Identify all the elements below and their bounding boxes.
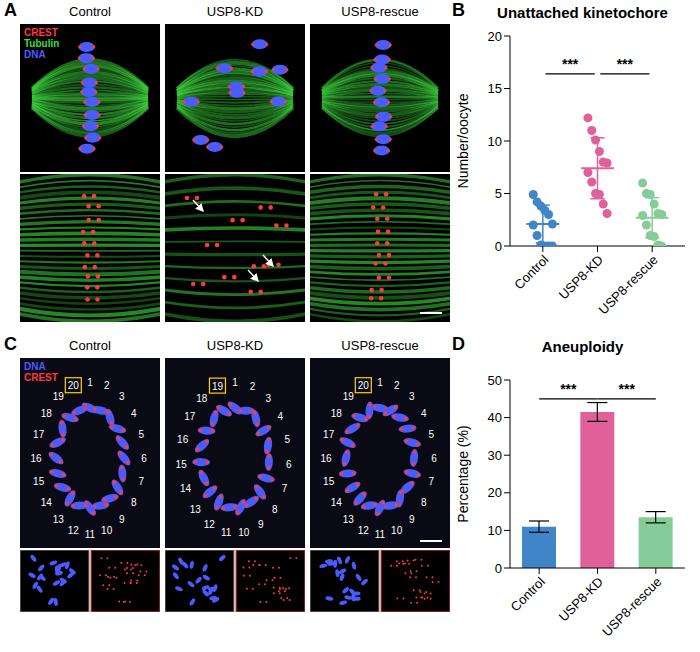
svg-text:1: 1 <box>377 377 383 388</box>
html-text:Aneuploidy: Aneuploidy <box>541 338 624 355</box>
svg-text:19: 19 <box>53 391 65 402</box>
svg-text:3: 3 <box>119 391 125 402</box>
svg-text:19: 19 <box>212 381 224 392</box>
svg-text:7: 7 <box>282 483 288 494</box>
svg-text:30: 30 <box>488 448 502 463</box>
svg-text:5: 5 <box>285 434 291 445</box>
svg-text:10: 10 <box>488 134 502 149</box>
svg-text:12: 12 <box>204 519 216 530</box>
svg-text:***: *** <box>562 56 579 72</box>
svg-text:20: 20 <box>68 380 80 391</box>
svg-text:CREST: CREST <box>24 372 58 383</box>
svg-text:CREST: CREST <box>24 27 58 38</box>
svg-text:4: 4 <box>131 408 137 419</box>
svg-text:16: 16 <box>30 453 42 464</box>
svg-text:15: 15 <box>33 476 45 487</box>
svg-text:***: *** <box>617 56 634 72</box>
html-text:Control: Control <box>69 338 111 353</box>
svg-text:13: 13 <box>343 514 355 525</box>
svg-text:9: 9 <box>409 514 415 525</box>
svg-text:13: 13 <box>190 504 202 515</box>
svg-text:DNA: DNA <box>24 361 46 372</box>
svg-text:8: 8 <box>272 504 278 515</box>
svg-text:20: 20 <box>488 29 502 44</box>
html-text:USP8-rescue: USP8-rescue <box>341 4 419 19</box>
svg-text:20: 20 <box>358 380 370 391</box>
svg-text:Percentage (%): Percentage (%) <box>455 425 471 522</box>
svg-text:14: 14 <box>331 497 343 508</box>
svg-text:1: 1 <box>232 377 238 388</box>
svg-text:50: 50 <box>488 373 502 388</box>
svg-text:5: 5 <box>139 429 145 440</box>
html-text:B: B <box>452 0 465 20</box>
svg-text:6: 6 <box>286 459 292 470</box>
svg-text:19: 19 <box>343 391 355 402</box>
svg-text:4: 4 <box>421 408 427 419</box>
svg-text:11: 11 <box>85 529 96 540</box>
html-text:USP8-rescue: USP8-rescue <box>341 338 419 353</box>
svg-text:***: *** <box>618 381 635 397</box>
svg-text:2: 2 <box>250 381 256 392</box>
svg-text:DNA: DNA <box>24 49 46 60</box>
svg-text:18: 18 <box>331 408 343 419</box>
svg-text:17: 17 <box>323 429 335 440</box>
svg-text:0: 0 <box>495 239 502 254</box>
svg-text:9: 9 <box>119 514 125 525</box>
svg-text:13: 13 <box>53 514 65 525</box>
svg-text:40: 40 <box>488 410 502 425</box>
svg-text:6: 6 <box>431 453 437 464</box>
svg-text:0: 0 <box>495 561 502 576</box>
svg-text:USP8-rescue: USP8-rescue <box>596 252 661 317</box>
svg-text:5: 5 <box>495 186 502 201</box>
svg-text:4: 4 <box>277 411 283 422</box>
svg-text:16: 16 <box>320 453 332 464</box>
svg-text:7: 7 <box>429 476 435 487</box>
svg-text:15: 15 <box>488 81 502 96</box>
svg-text:10: 10 <box>101 525 113 536</box>
svg-text:USP8-rescue: USP8-rescue <box>599 574 664 639</box>
svg-text:15: 15 <box>176 459 188 470</box>
svg-text:15: 15 <box>323 476 335 487</box>
svg-text:Number/oocyte: Number/oocyte <box>455 93 471 188</box>
svg-text:9: 9 <box>258 519 264 530</box>
svg-text:Control: Control <box>511 252 551 292</box>
svg-text:6: 6 <box>141 453 147 464</box>
svg-text:USP8-KD: USP8-KD <box>556 574 606 624</box>
svg-text:7: 7 <box>139 476 145 487</box>
svg-text:3: 3 <box>265 393 271 404</box>
svg-text:2: 2 <box>394 380 400 391</box>
svg-text:3: 3 <box>409 391 415 402</box>
svg-text:20: 20 <box>488 485 502 500</box>
svg-text:17: 17 <box>33 429 45 440</box>
svg-text:8: 8 <box>131 497 137 508</box>
html-text:USP8-KD: USP8-KD <box>206 338 264 353</box>
svg-text:14: 14 <box>41 497 53 508</box>
svg-text:12: 12 <box>68 525 80 536</box>
svg-text:17: 17 <box>184 411 196 422</box>
svg-text:18: 18 <box>41 408 53 419</box>
svg-text:11: 11 <box>221 527 232 538</box>
html-text:Control: Control <box>69 4 111 19</box>
html-text:Unattached kinetochore: Unattached kinetochore <box>497 4 668 21</box>
svg-text:10: 10 <box>391 525 403 536</box>
svg-text:18: 18 <box>196 393 208 404</box>
svg-text:USP8-KD: USP8-KD <box>556 252 606 302</box>
svg-text:Control: Control <box>508 574 548 614</box>
svg-text:11: 11 <box>375 529 386 540</box>
svg-text:5: 5 <box>429 429 435 440</box>
html-text:D: D <box>452 334 465 354</box>
svg-text:14: 14 <box>180 483 192 494</box>
svg-text:16: 16 <box>177 434 189 445</box>
svg-text:10: 10 <box>238 527 250 538</box>
svg-text:1: 1 <box>87 377 93 388</box>
html-text:USP8-KD: USP8-KD <box>206 4 264 19</box>
svg-text:10: 10 <box>488 523 502 538</box>
svg-text:***: *** <box>560 381 577 397</box>
html-text:A: A <box>4 0 17 20</box>
html-text:C: C <box>4 334 17 354</box>
svg-text:12: 12 <box>358 525 370 536</box>
svg-text:Tubulin: Tubulin <box>24 38 59 49</box>
svg-text:8: 8 <box>421 497 427 508</box>
svg-text:2: 2 <box>104 380 110 391</box>
